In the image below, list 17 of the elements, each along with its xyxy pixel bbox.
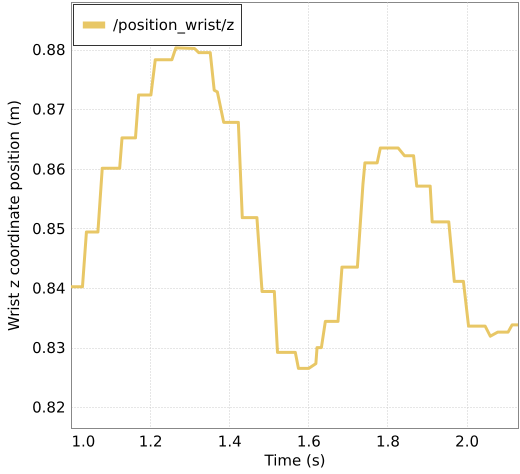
legend-label: /position_wrist/z — [113, 16, 234, 34]
y-tick-label: 0.82 — [32, 398, 66, 417]
x-axis-title: Time (s) — [264, 452, 326, 470]
x-tick-label: 1.4 — [218, 432, 242, 450]
y-tick-label: 0.86 — [32, 160, 66, 178]
x-tick-label: 1.2 — [138, 432, 163, 450]
y-tick-label: 0.87 — [32, 100, 66, 119]
y-tick-label: 0.88 — [32, 41, 66, 60]
x-tick-label: 1.0 — [72, 432, 96, 450]
x-tick-label: 1.6 — [296, 432, 321, 450]
y-tick-label: 0.84 — [32, 279, 66, 298]
line-series — [71, 46, 518, 370]
y-tick-label: 0.85 — [32, 220, 66, 238]
y-axis-title: Wrist z coordinate position (m) — [5, 100, 24, 331]
y-tick-label: 0.83 — [32, 339, 66, 358]
x-tick-label: 2.0 — [455, 432, 480, 450]
x-tick-label: 1.8 — [376, 432, 400, 450]
